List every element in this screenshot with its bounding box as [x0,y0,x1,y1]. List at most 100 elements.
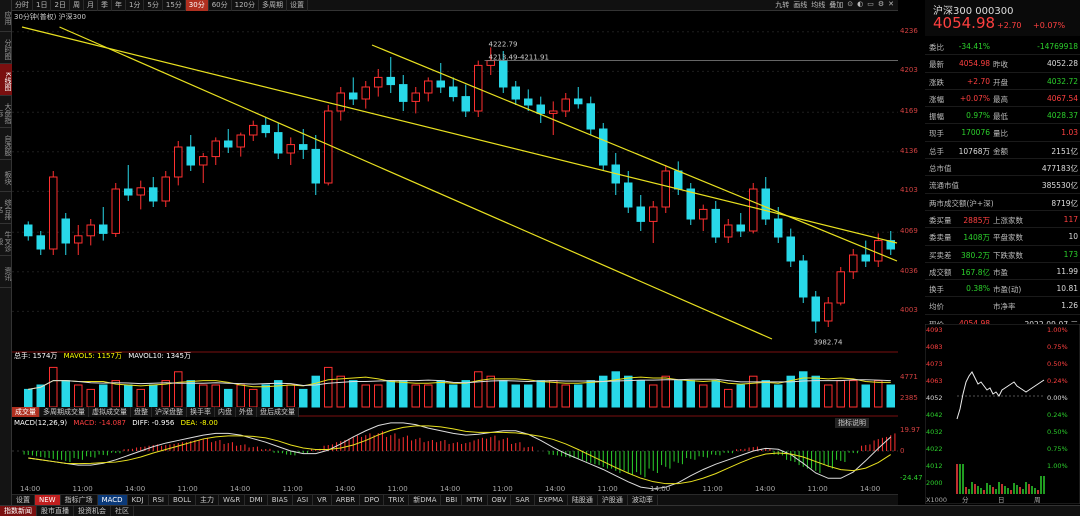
indicator-tab-22[interactable]: 陆股通 [568,495,598,505]
indicator-tab-0[interactable]: 设置 [12,495,35,505]
indicator-tab-19[interactable]: OBV [488,495,512,505]
volume-tab-0[interactable]: 成交量 [12,407,40,417]
period-tab-14[interactable]: 设置 [287,0,309,11]
volume-bar [524,384,533,408]
indicator-tab-11[interactable]: ASI [293,495,314,505]
period-tab-12[interactable]: 120分 [232,0,260,11]
indicator-tab-23[interactable]: 沪股通 [598,495,628,505]
indicator-tab-17[interactable]: BBI [441,495,463,505]
period-tab-8[interactable]: 5分 [144,0,163,11]
indicator-tab-2[interactable]: 指标广场 [61,495,98,505]
left-tab-1[interactable]: 分时图 [0,32,12,64]
toolbar-right: 九转 画线 均线 叠加 ⊙ ◐ ▭ ⚙ ✕ [775,0,898,10]
left-tab-8[interactable]: 资讯 [0,256,12,288]
indicator-help-button[interactable]: 指标说明 [835,418,869,428]
left-tab-2[interactable]: K线图 [0,64,12,96]
left-tab-0[interactable]: 应用 [0,0,12,32]
indicator-tab-12[interactable]: VR [313,495,332,505]
left-tab-7[interactable]: 牛叉诊股 [0,224,12,256]
candle-body [861,254,870,262]
indicator-tab-20[interactable]: SAR [511,495,535,505]
indicator-tab-3[interactable]: MACD [97,495,128,505]
indicator-tab-24[interactable]: 波动率 [628,495,658,505]
left-tab-3[interactable]: 大盘指标 [0,96,12,128]
candle-body [511,86,520,100]
indicator-tab-13[interactable]: ARBR [332,495,361,505]
period-tab-2[interactable]: 2日 [51,0,70,11]
volume-tab-1[interactable]: 多周期成交量 [40,407,89,417]
kline-chart[interactable]: 4222.79 4213.49-4211.91 3982.74 14:00 11:00 1… [12,11,898,504]
quote-label: 委卖量 [929,233,952,243]
volume-tab-6[interactable]: 内盘 [215,407,236,417]
indicator-tab-6[interactable]: BOLL [169,495,196,505]
candle-body [499,60,508,88]
contrast-icon[interactable]: ◐ [857,0,864,8]
indicator-tab-14[interactable]: DPO [360,495,385,505]
gear-icon[interactable]: ⚙ [877,0,885,8]
toolbar-tool-1[interactable]: 画线 [793,1,808,9]
period-tab-9[interactable]: 15分 [163,0,186,11]
footer-tab-1[interactable]: 股市直播 [37,506,74,516]
indicator-tab-15[interactable]: TRIX [384,495,410,505]
indicator-tab-7[interactable]: 主力 [196,495,219,505]
close-icon[interactable]: ✕ [888,0,894,8]
quote-value: -34.41% [958,42,990,51]
volume-tab-2[interactable]: 虚拟成交量 [89,407,131,417]
left-tab-5[interactable]: 板块 [0,160,12,192]
period-tab-3[interactable]: 周 [70,0,84,11]
quote-value: 4052.28 [1046,59,1078,69]
settings-icon[interactable]: ⊙ [847,0,854,8]
indicator-tab-18[interactable]: MTM [462,495,488,505]
volume-tab-7[interactable]: 外盘 [236,407,257,417]
indicator-tab-16[interactable]: 新DMA [409,495,442,505]
volume-bar [24,388,33,408]
left-tab-bar: 应用 分时图 K线图 大盘指标 自选股 板块 综合排名 牛叉诊股 资讯 [0,0,12,516]
period-tab-10[interactable]: 30分 [185,0,209,11]
quote-value: 4028.37 [1046,111,1078,121]
indicator-tab-5[interactable]: RSI [149,495,169,505]
volume-bar [411,384,420,408]
mini-frame [925,324,1080,504]
toolbar-tool-2[interactable]: 均线 [811,1,826,9]
volume-tabs: 成交量 多周期成交量 虚拟成交量 盘整 沪深盘整 换手率 内盘 外盘 盘后成交量 [12,407,299,417]
period-tab-4[interactable]: 月 [84,0,98,11]
volume-tab-8[interactable]: 盘后成交量 [257,407,299,417]
indicator-tab-21[interactable]: EXPMA [535,495,568,505]
candle-body [149,187,158,202]
window-icon[interactable]: ▭ [867,0,874,8]
volume-tab-4[interactable]: 沪深盘整 [152,407,187,417]
left-tab-4[interactable]: 自选股 [0,128,12,160]
volume-bar [424,384,433,408]
volume-tab-5[interactable]: 换手率 [187,407,215,417]
volume-tab-3[interactable]: 盘整 [131,407,152,417]
period-tab-11[interactable]: 60分 [209,0,232,11]
period-tab-13[interactable]: 多周期 [259,0,288,11]
price-tick: 4103 [900,186,918,195]
period-tab-0[interactable]: 分时 [12,0,33,11]
period-tab-6[interactable]: 年 [112,0,126,11]
quote-value: +0.07% [959,93,990,103]
volume-bar [224,388,233,408]
candle-body [836,271,845,304]
candle-body [574,98,583,105]
footer-tab-0[interactable]: 指数新闻 [0,506,37,516]
indicator-tab-9[interactable]: DMI [245,495,268,505]
candle-body [711,208,720,238]
footer-tab-3[interactable]: 社区 [111,506,134,516]
footer-tab-2[interactable]: 投资机会 [74,506,111,516]
period-tab-7[interactable]: 1分 [126,0,145,11]
period-tab-1[interactable]: 1日 [33,0,52,11]
indicator-tab-8[interactable]: W&R [219,495,246,505]
quote-value: 167.8亿 [961,267,990,277]
indicator-tab-4[interactable]: KDJ [128,495,149,505]
quote-row: 流通市值 385530亿 [925,176,1080,194]
candle-body [561,98,570,112]
toolbar-tool-0[interactable]: 九转 [775,1,790,9]
intraday-mini-chart[interactable]: 4093 4083 4073 4063 4052 4042 4032 4022 4012 2000… [925,324,1080,504]
toolbar-tool-3[interactable]: 叠加 [829,1,844,9]
indicator-tab-1[interactable]: NEW [35,495,61,505]
left-tab-6[interactable]: 综合排名 [0,192,12,224]
indicator-tab-10[interactable]: BIAS [268,495,293,505]
quote-row: 委比 -34.41% -14769918 [925,38,1080,56]
period-tab-5[interactable]: 季 [98,0,112,11]
